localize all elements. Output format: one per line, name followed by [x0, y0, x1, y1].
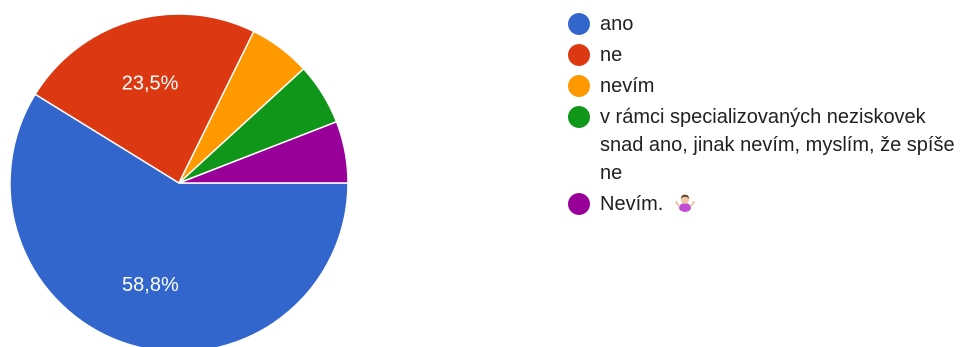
legend-item-nevim-emoji[interactable]: Nevím. — [568, 190, 968, 220]
legend-label-specializovane: v rámci specializovaných neziskovek snad… — [600, 106, 955, 184]
legend-item-ne[interactable]: ne — [568, 41, 968, 69]
legend-item-specializovane[interactable]: v rámci specializovaných neziskovek snad… — [568, 103, 968, 187]
legend-item-nevim[interactable]: nevím — [568, 72, 968, 100]
legend-label-ano: ano — [600, 13, 634, 35]
legend-swatch-ano — [568, 13, 590, 35]
legend-item-ano[interactable]: ano — [568, 10, 968, 38]
woman-shrugging-emoji-icon — [675, 192, 695, 220]
legend-label-ne: ne — [600, 44, 623, 66]
pie-chart: 58,8% 23,5% — [9, 13, 349, 347]
legend-swatch-nevim — [568, 75, 590, 97]
legend-swatch-ne — [568, 44, 590, 66]
pie-slice-ano[interactable] — [9, 93, 349, 347]
slice-label-ne: 23,5% — [122, 72, 179, 94]
legend: ano ne nevím v rámci specializovaných ne… — [568, 10, 968, 223]
slice-label-ano: 58,8% — [122, 274, 179, 296]
legend-swatch-nevim-emoji — [568, 193, 590, 215]
pie-slice-nevim-emoji[interactable] — [178, 120, 349, 184]
legend-label-nevim: nevím — [600, 75, 655, 97]
legend-label-nevim-emoji: Nevím. — [600, 193, 664, 215]
legend-swatch-specializovane — [568, 106, 590, 128]
